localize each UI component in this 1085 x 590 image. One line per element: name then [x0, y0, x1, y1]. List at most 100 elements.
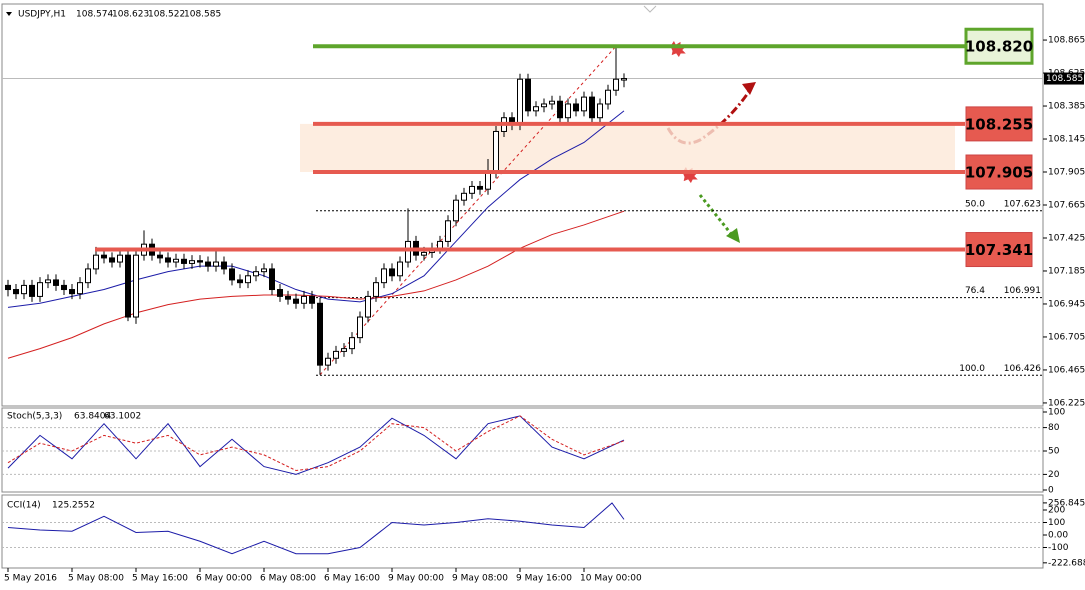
- x-tick-label: 6 May 16:00: [324, 574, 380, 584]
- candle-body: [453, 199, 459, 222]
- candle-body: [189, 260, 195, 264]
- candle-body: [261, 268, 267, 273]
- candle-body: [589, 96, 595, 119]
- y-tick-label: 0: [1048, 486, 1054, 496]
- y-tick-label: 107.905: [1048, 168, 1085, 178]
- cci-name: CCI(14): [7, 501, 41, 511]
- level-box: [965, 154, 1033, 190]
- candle-body: [525, 78, 531, 112]
- candle-body: [557, 100, 563, 119]
- menu-arrow: [6, 12, 12, 16]
- candle-body: [277, 289, 283, 297]
- level-label: 107.905: [965, 164, 1033, 182]
- x-tick-label: 9 May 08:00: [452, 574, 508, 584]
- x-tick-label: 10 May 00:00: [580, 574, 642, 584]
- candle-body: [605, 89, 611, 105]
- candle-body: [181, 258, 187, 264]
- level-box: [964, 27, 1034, 65]
- candle-body: [133, 254, 139, 318]
- y-tick-label: 200: [1048, 506, 1065, 516]
- support-zone: [300, 123, 955, 173]
- candle-body: [269, 268, 275, 291]
- candle-body: [21, 284, 27, 295]
- y-tick-label: 80: [1048, 423, 1060, 433]
- candle-body: [61, 284, 67, 291]
- candle-body: [357, 316, 363, 339]
- down-arrow-head: [726, 228, 740, 243]
- y-tick-label: 20: [1048, 470, 1060, 480]
- y-tick-label: 107.425: [1048, 233, 1085, 243]
- candle-body: [621, 78, 627, 81]
- y-tick-label: -100: [1048, 543, 1069, 553]
- candle-body: [221, 261, 227, 270]
- fib-ratio: 76.4: [965, 286, 985, 296]
- candle-body: [293, 298, 299, 304]
- y-tick-label: 108.385: [1048, 102, 1085, 112]
- x-tick-label: 6 May 00:00: [196, 574, 252, 584]
- candle-body: [93, 254, 99, 270]
- candle-body: [205, 261, 211, 267]
- candle-body: [389, 268, 395, 277]
- y-tick-label: 106.945: [1048, 299, 1085, 309]
- candle-body: [517, 78, 523, 126]
- candle-body: [349, 337, 355, 350]
- candle-body: [309, 295, 315, 304]
- candle-body: [373, 282, 379, 297]
- y-tick-label: 108.865: [1048, 36, 1085, 46]
- fib-price: 107.623: [1004, 199, 1041, 209]
- y-tick-label: 106.465: [1048, 365, 1085, 375]
- up-arrow-head: [742, 82, 756, 95]
- candle-body: [341, 348, 347, 352]
- y-tick-label: 107.185: [1048, 266, 1085, 276]
- stoch-d: [7, 415, 625, 472]
- cci-last: 125.2552: [52, 501, 95, 511]
- candle-body: [13, 289, 19, 295]
- candle-body: [421, 251, 427, 256]
- x-tick-label: 9 May 00:00: [388, 574, 444, 584]
- candle-body: [213, 261, 219, 267]
- level-label: 107.341: [965, 241, 1033, 259]
- y-tick-label: 107.665: [1048, 201, 1085, 211]
- candle-body: [173, 258, 179, 263]
- candle-body: [157, 254, 163, 259]
- y-tick-label: 108.145: [1048, 135, 1085, 145]
- fib-trend: [319, 45, 617, 376]
- candle-body: [469, 185, 475, 194]
- candle-body: [461, 192, 467, 201]
- x-tick-label: 9 May 16:00: [516, 574, 572, 584]
- fib-price: 106.991: [1004, 286, 1041, 296]
- y-tick-label: 106.705: [1048, 332, 1085, 342]
- fib-price: 106.426: [1004, 364, 1041, 374]
- x-tick-label: 5 May 08:00: [68, 574, 124, 584]
- fib-ratio: 50.0: [965, 199, 985, 209]
- candle-body: [85, 268, 91, 284]
- price-tag-label: 108.585: [1046, 74, 1083, 84]
- cci-line: [7, 502, 625, 555]
- candle-body: [109, 257, 115, 263]
- symbol: USDJPY,H1: [18, 10, 66, 20]
- candle-body: [613, 78, 619, 91]
- y-tick-label: 106.225: [1048, 398, 1085, 408]
- candle-body: [573, 103, 579, 112]
- level-label: 108.255: [965, 115, 1033, 133]
- y-tick-label: -222.688: [1048, 558, 1085, 568]
- candle-body: [37, 282, 43, 297]
- candle-body: [301, 295, 307, 304]
- header-low: 108.522: [148, 10, 185, 20]
- candle-body: [397, 261, 403, 277]
- candle-body: [549, 100, 555, 105]
- y-tick-label: 50: [1048, 447, 1060, 457]
- y-tick-label: 100: [1048, 408, 1065, 418]
- candle-body: [533, 106, 539, 112]
- candle-body: [445, 220, 451, 242]
- header-open: 108.574: [76, 10, 113, 20]
- candle-body: [29, 284, 35, 297]
- candle-body: [253, 271, 259, 277]
- candle-body: [581, 96, 587, 112]
- level-label: 108.820: [965, 38, 1033, 56]
- candle-body: [437, 240, 443, 249]
- level-box: [965, 232, 1033, 268]
- candle-body: [5, 284, 11, 291]
